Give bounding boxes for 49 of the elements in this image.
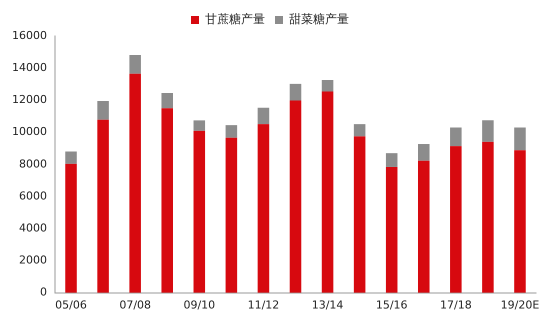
bar	[514, 150, 526, 293]
bar	[290, 84, 302, 101]
bar	[386, 166, 398, 293]
bar	[322, 92, 334, 293]
bar	[65, 164, 77, 293]
x-tick-label: 13/14	[312, 298, 344, 312]
x-tick-label: 07/08	[119, 298, 152, 312]
legend-label: 甜菜糖产量	[289, 12, 349, 26]
y-tick-label: 4000	[18, 221, 47, 234]
legend-label: 甘蔗糖产量	[205, 12, 265, 26]
bar	[129, 54, 141, 74]
x-tick-label: 05/06	[55, 298, 87, 312]
bar	[482, 120, 494, 142]
bar	[161, 92, 173, 108]
bar	[194, 120, 206, 131]
y-tick-label: 14000	[12, 60, 47, 74]
y-tick-label: 6000	[18, 189, 47, 202]
bar	[129, 74, 141, 293]
y-tick-label: 16000	[12, 28, 47, 42]
bar	[226, 138, 238, 293]
bar	[514, 127, 526, 150]
bar	[226, 125, 238, 138]
bar	[258, 124, 270, 293]
bar	[161, 108, 173, 293]
bar	[450, 127, 462, 146]
bar	[97, 120, 109, 293]
x-tick-label: 11/12	[248, 298, 280, 312]
bar	[450, 146, 462, 293]
bar	[418, 160, 430, 293]
y-tick-label: 12000	[12, 93, 47, 106]
x-tick-label: 09/10	[183, 298, 216, 312]
y-tick-label: 0	[40, 286, 47, 299]
bar	[65, 152, 77, 164]
x-tick-label: 19/20E	[500, 298, 540, 312]
bar	[386, 153, 398, 167]
x-tick-label: 17/18	[440, 298, 472, 312]
bar	[290, 100, 302, 293]
y-tick-label: 10000	[12, 125, 47, 138]
bar	[194, 130, 206, 293]
x-tick-label: 15/16	[376, 298, 408, 312]
bar	[354, 124, 366, 136]
bar	[97, 101, 109, 120]
bar	[354, 136, 366, 293]
bar	[482, 142, 494, 293]
bar	[258, 108, 270, 124]
y-tick-label: 8000	[18, 157, 47, 170]
y-tick-label: 2000	[18, 254, 47, 267]
bar	[322, 80, 334, 92]
bar	[418, 144, 430, 161]
